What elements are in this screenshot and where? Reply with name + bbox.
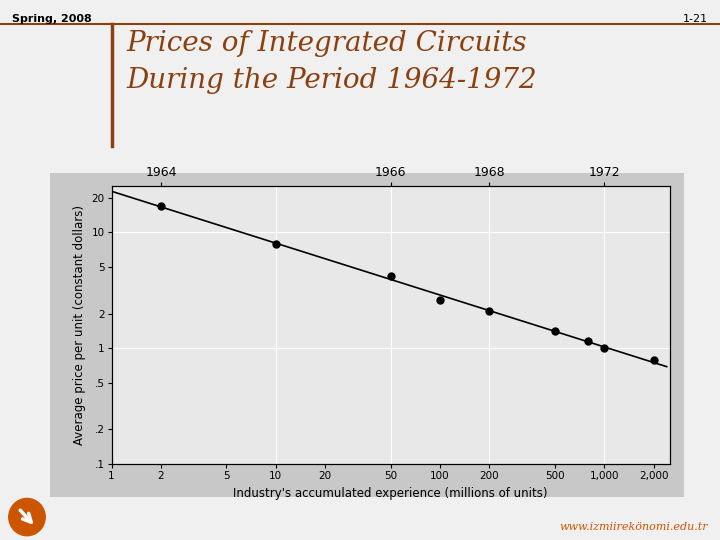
Y-axis label: Average price per unit (constant dollars): Average price per unit (constant dollars… (73, 205, 86, 446)
Text: Prices of Integrated Circuits: Prices of Integrated Circuits (126, 30, 526, 57)
Point (385, 272, 397, 280)
Point (648, 355, 660, 364)
Point (270, 239, 282, 248)
X-axis label: Industry's accumulated experience (millions of units): Industry's accumulated experience (milli… (233, 487, 548, 500)
Text: www.izmiirekönomi.edu.tr: www.izmiirekönomi.edu.tr (559, 522, 708, 532)
Text: Spring, 2008: Spring, 2008 (12, 14, 92, 24)
Point (549, 327, 561, 336)
Point (156, 201, 167, 210)
Point (434, 296, 446, 305)
Text: During the Period 1964-1972: During the Period 1964-1972 (126, 68, 536, 94)
Point (484, 307, 495, 315)
Circle shape (9, 498, 45, 536)
Point (598, 344, 610, 353)
Text: 1-21: 1-21 (683, 14, 708, 24)
Point (582, 337, 594, 346)
